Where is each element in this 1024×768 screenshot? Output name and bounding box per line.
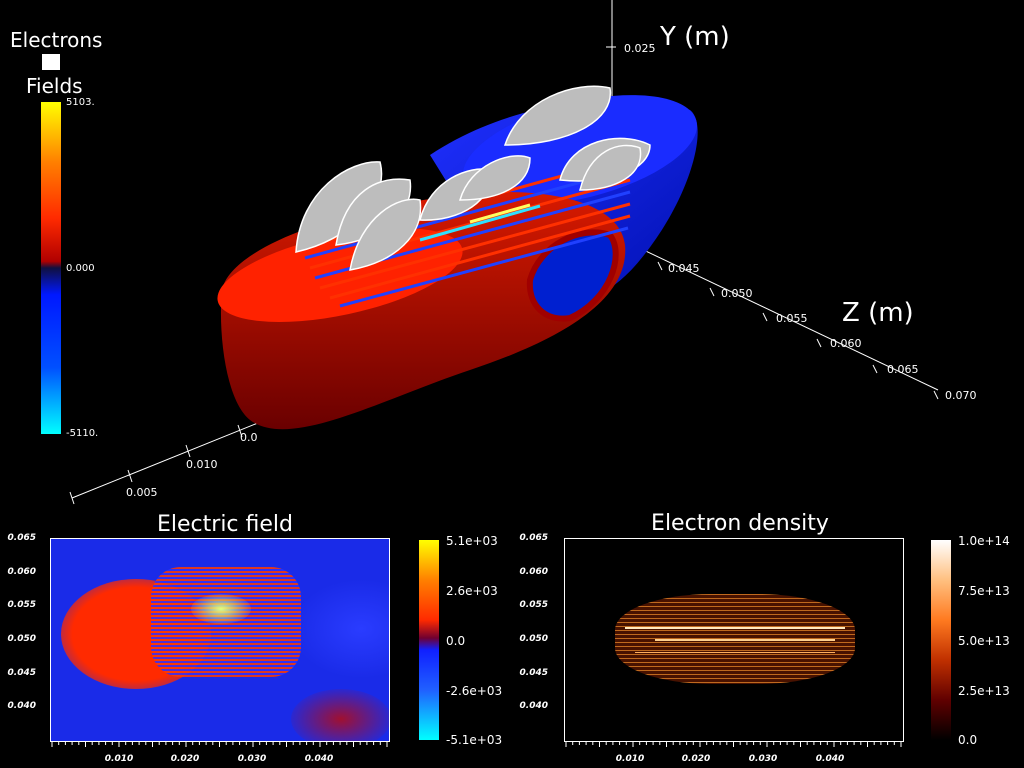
density-colorbar-tick: 5.0e+13 xyxy=(958,634,1010,648)
y-axis-title: Y (m) xyxy=(660,22,730,52)
efield-colorbar-tick: 0.0 xyxy=(446,634,466,648)
efield-colorbar-tick: 5.1e+03 xyxy=(446,534,498,548)
x-axis-tick: 0.010 xyxy=(186,458,218,471)
z-axis-tick: 0.060 xyxy=(830,337,862,350)
z-axis-title: Z (m) xyxy=(842,298,914,328)
scene-3d xyxy=(69,0,939,505)
z-axis-tick: 0.050 xyxy=(721,287,753,300)
efield-xtick: 0.010 xyxy=(104,754,134,764)
density-colorbar-tick: 2.5e+13 xyxy=(958,684,1010,698)
x-axis-line xyxy=(69,409,291,505)
density-xtick: 0.030 xyxy=(748,754,778,764)
density-colorbar-tick: 0.0 xyxy=(958,733,978,747)
density-colorbar-tick: 1.0e+14 xyxy=(958,534,1010,548)
density-ytick: 0.040 xyxy=(519,701,548,711)
density-ytick: 0.060 xyxy=(519,567,548,577)
density-ytick: 0.065 xyxy=(519,533,548,543)
density-colorbar-tick: 7.5e+13 xyxy=(958,584,1010,598)
electrons-legend-label: Electrons xyxy=(10,28,103,52)
z-axis-tick: 0.045 xyxy=(668,262,700,275)
bottom-axis-ticks xyxy=(51,742,902,747)
efield-ytick: 0.055 xyxy=(7,600,36,610)
density-xtick: 0.040 xyxy=(815,754,845,764)
efield-xtick: 0.020 xyxy=(170,754,200,764)
density-xtick: 0.020 xyxy=(681,754,711,764)
z-axis-tick: 0.065 xyxy=(887,363,919,376)
efield-ytick: 0.045 xyxy=(7,668,36,678)
fields-colorbar xyxy=(41,102,61,434)
density-colorbar xyxy=(931,540,951,740)
electron-density-plot xyxy=(564,538,904,742)
fields-colorbar-zero: 0.000 xyxy=(66,263,95,274)
efield-xtick: 0.040 xyxy=(304,754,334,764)
z-axis-tick: 0.055 xyxy=(776,312,808,325)
efield-colorbar-tick: -2.6e+03 xyxy=(446,684,503,698)
electric-field-plot xyxy=(50,538,390,742)
efield-ytick: 0.050 xyxy=(7,634,36,644)
x-axis-tick: 0.005 xyxy=(126,486,158,499)
z-axis-tick: 0.070 xyxy=(945,389,977,402)
efield-ytick: 0.040 xyxy=(7,701,36,711)
y-axis-tick: 0.025 xyxy=(624,42,656,55)
electron-density-title: Electron density xyxy=(651,511,829,536)
blue-ring xyxy=(526,229,619,322)
fields-colorbar-min: -5110. xyxy=(66,428,99,439)
z-axis-line xyxy=(611,234,939,400)
x-axis-tick: 0.0 xyxy=(240,431,258,444)
density-ytick: 0.050 xyxy=(519,634,548,644)
efield-ytick: 0.065 xyxy=(7,533,36,543)
density-ytick: 0.055 xyxy=(519,600,548,610)
fields-legend-label: Fields xyxy=(26,74,83,98)
efield-xtick: 0.030 xyxy=(237,754,267,764)
electrons-legend-swatch xyxy=(42,54,60,70)
efield-colorbar-tick: -5.1e+03 xyxy=(446,733,503,747)
electric-field-title: Electric field xyxy=(157,512,293,537)
density-ytick: 0.045 xyxy=(519,668,548,678)
density-xtick: 0.010 xyxy=(615,754,645,764)
efield-colorbar xyxy=(419,540,439,740)
efield-ytick: 0.060 xyxy=(7,567,36,577)
electron-discs xyxy=(295,85,651,271)
fields-colorbar-max: 5103. xyxy=(66,97,95,108)
efield-colorbar-tick: 2.6e+03 xyxy=(446,584,498,598)
red-top-surface xyxy=(217,228,463,322)
